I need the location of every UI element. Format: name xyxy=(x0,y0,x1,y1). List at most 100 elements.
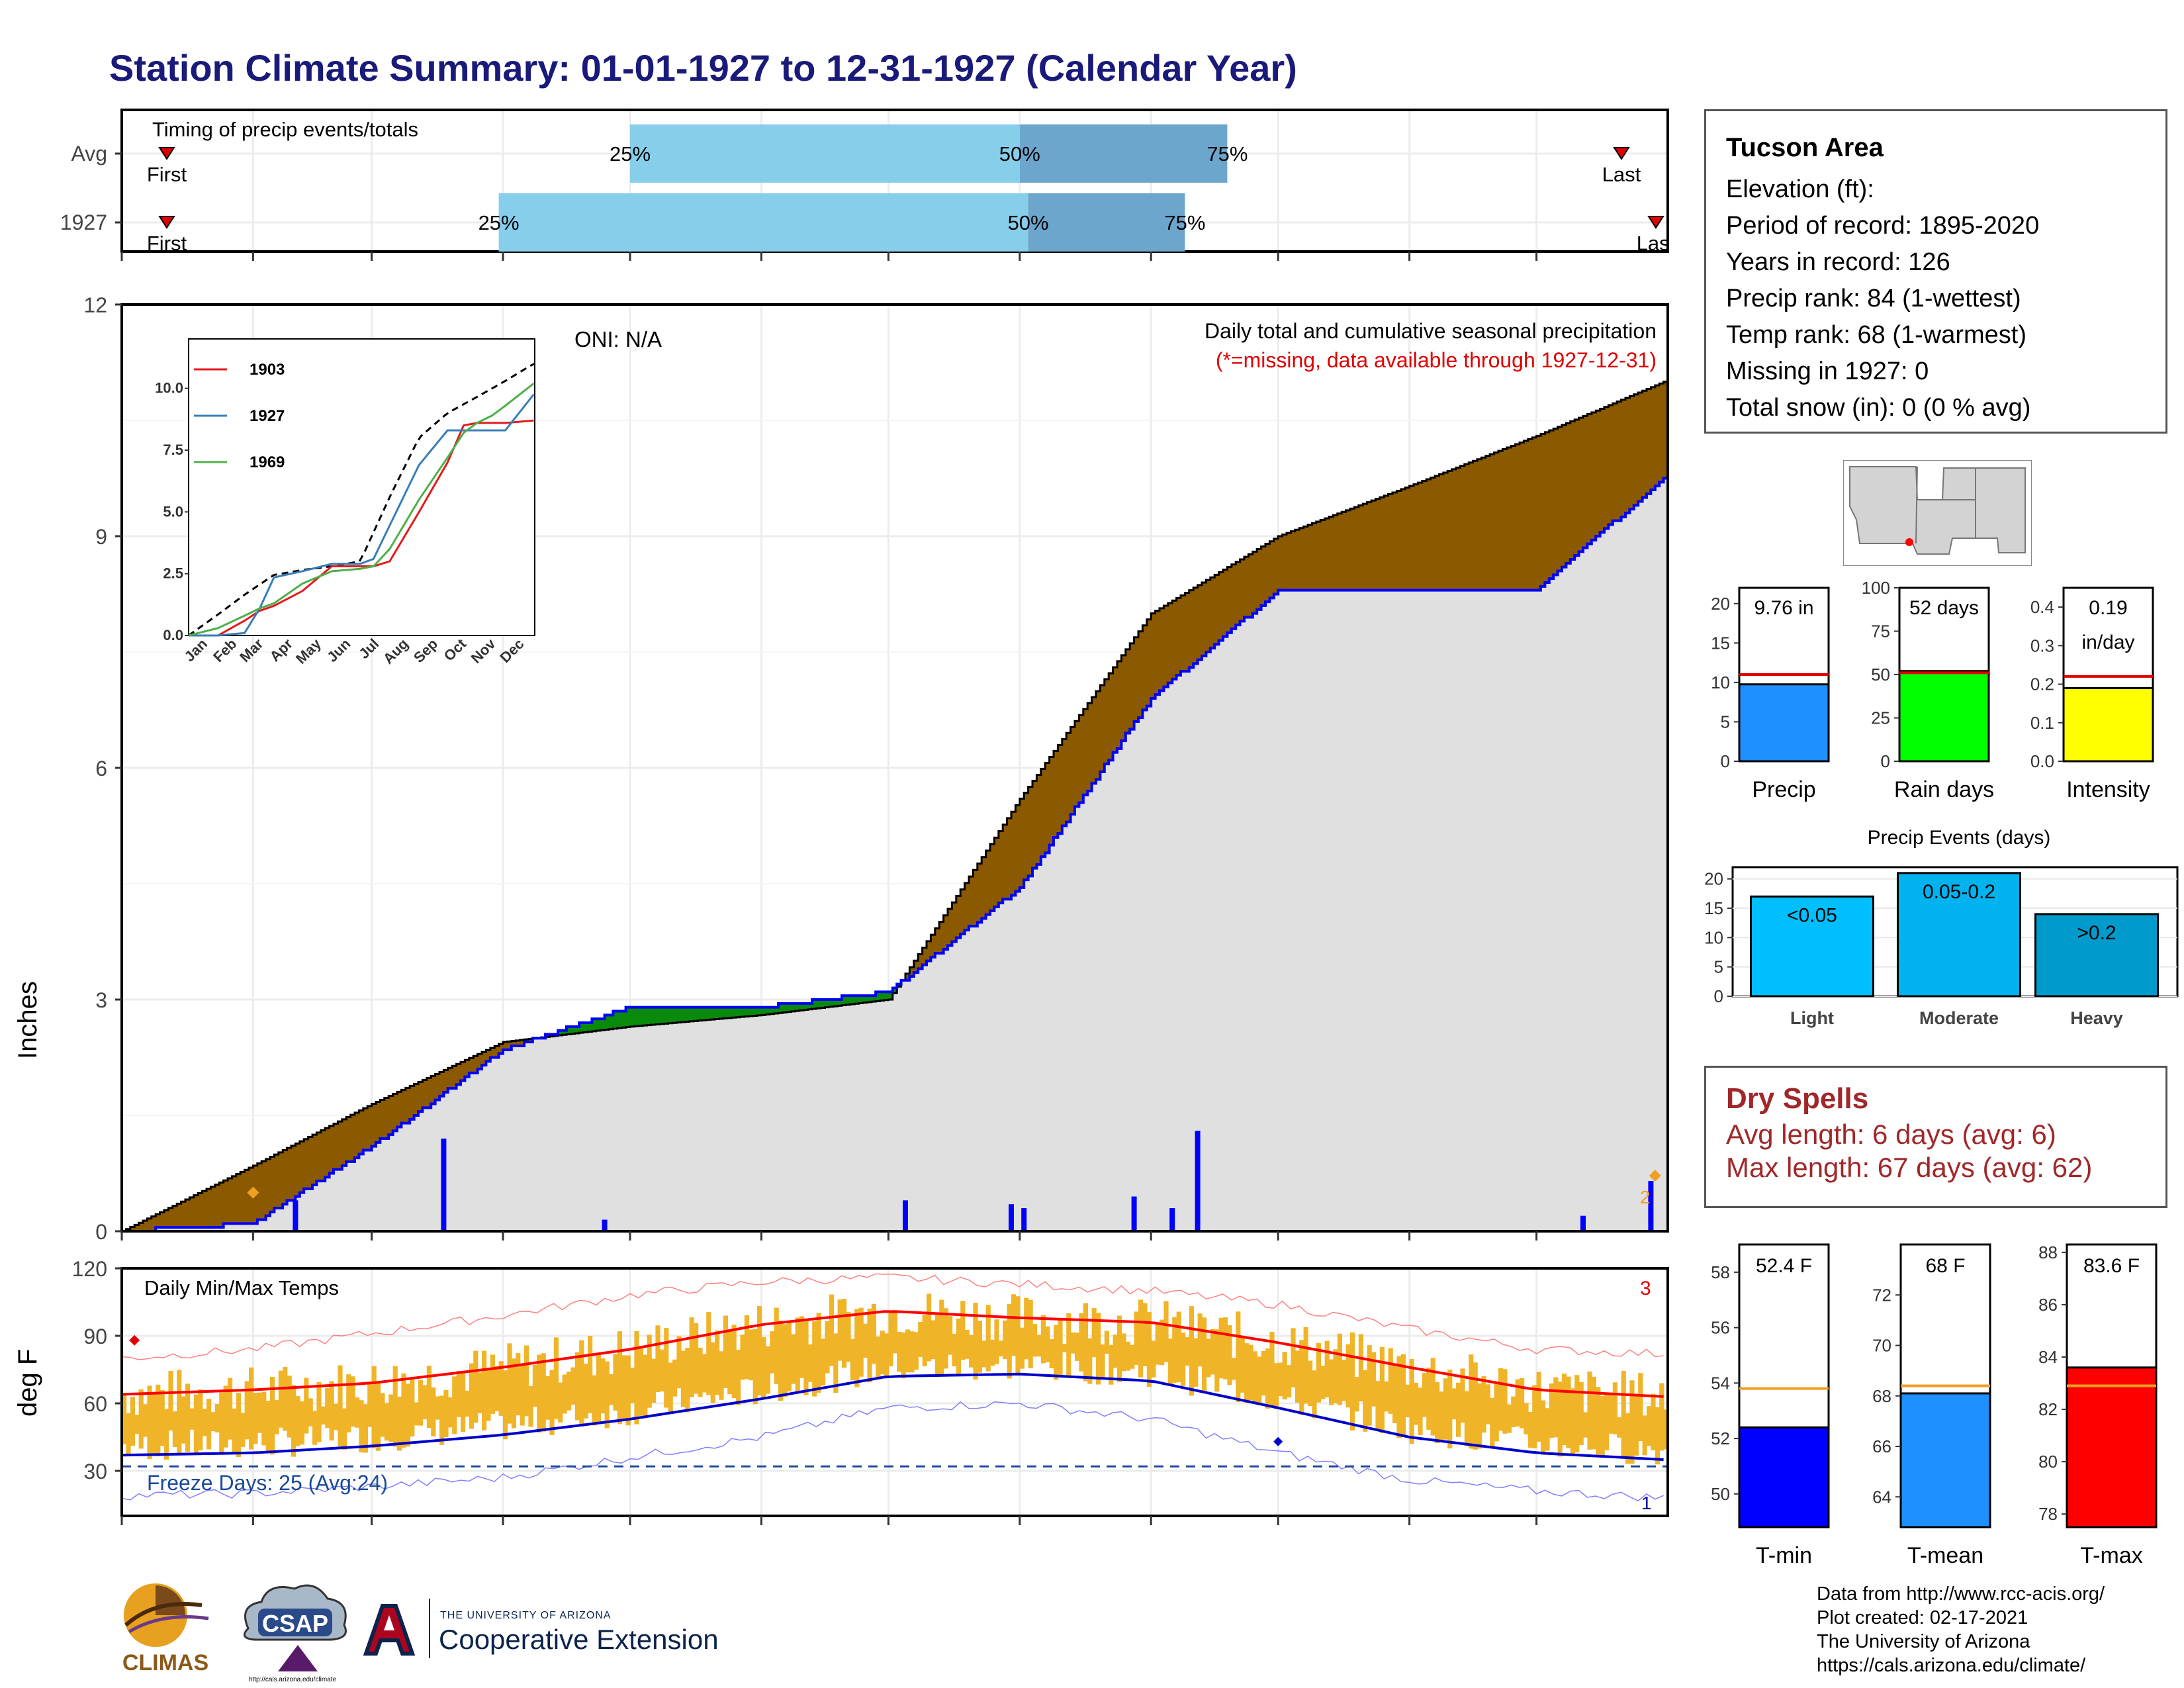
precip-marker xyxy=(1649,1170,1661,1182)
temp-summary-tick: 64 xyxy=(1872,1487,1891,1507)
first-label: First xyxy=(147,163,187,186)
page-title: Station Climate Summary: 01-01-1927 to 1… xyxy=(109,47,1297,89)
timing-bar-50-75 xyxy=(1019,124,1228,183)
summary-bar-rain-days xyxy=(1898,670,1990,763)
daily-precip-bar xyxy=(1580,1215,1586,1231)
timing-p75: 75% xyxy=(1206,142,1248,165)
temp-label: Daily Min/Max Temps xyxy=(144,1276,339,1299)
temp-chart: 30 60 90 120 Jan Feb Mar Apr May Jun Jul Aug Sep Oct N… xyxy=(13,1257,1669,1556)
inset-ytick: 2.5 xyxy=(163,565,183,582)
timing-p25: 25% xyxy=(610,142,651,165)
summary-bar-intensity xyxy=(2062,686,2154,763)
precip-average-line xyxy=(122,381,1668,1233)
last-marker xyxy=(1613,147,1630,160)
record-min-line xyxy=(121,1401,1664,1502)
precip-above-average-area xyxy=(532,984,902,1039)
precip-ytick: 0 xyxy=(95,1220,107,1244)
month-label: Jan xyxy=(104,1554,140,1556)
month-label: Oct xyxy=(1261,1554,1296,1556)
timing-p50: 50% xyxy=(999,142,1040,165)
record-min-marker xyxy=(1273,1436,1283,1446)
temp-summary-label: T-mean xyxy=(1907,1543,1983,1568)
summary-bars: 0 5 10 15 20 9.76 in Precip 0 25 50 75 100 52 days Ra… xyxy=(1711,578,2154,802)
first-marker xyxy=(158,216,175,229)
temp-ylabel: deg F xyxy=(13,1349,42,1417)
climas-logo: CLIMAS xyxy=(122,1583,209,1675)
inset-ytick: 0.0 xyxy=(163,627,183,643)
normal-min-line xyxy=(121,1372,1664,1461)
summary-value-unit: in/day xyxy=(2081,632,2134,653)
month-label: Aug xyxy=(1000,1554,1040,1556)
precip-ylabel: Inches xyxy=(13,981,42,1059)
precip-fill-bg xyxy=(122,478,1668,1231)
month-label: Nov xyxy=(1389,1554,1429,1556)
inset-ytick: 10.0 xyxy=(155,380,183,397)
temp-summary-tick: 68 xyxy=(1872,1386,1891,1406)
missing-note: (*=missing, data available through 1927-… xyxy=(1216,348,1657,372)
temp-summary-tick: 70 xyxy=(1872,1336,1891,1356)
temp-summary-tick: 52 xyxy=(1711,1429,1730,1448)
events-title: Precip Events (days) xyxy=(1868,827,2051,849)
temp-summary-value: 68 F xyxy=(1925,1255,1965,1277)
summary-tick: 0 xyxy=(1721,751,1730,771)
inset-legend-label: 1969 xyxy=(250,453,285,471)
event-bar-label: 0.05-0.2 xyxy=(1923,881,1995,903)
month-label: Jul xyxy=(874,1554,903,1556)
summary-label: Precip xyxy=(1752,777,1815,802)
event-bar-label: <0.05 xyxy=(1787,904,1837,926)
precip-ytick: 6 xyxy=(95,757,107,780)
csap-text: CSAP xyxy=(262,1610,328,1637)
temp-summary-label: T-max xyxy=(2080,1543,2142,1568)
oni-label: ONI: N/A xyxy=(574,327,662,352)
temp-corner-top: 3 xyxy=(1640,1278,1651,1299)
station-line: Precip rank: 84 (1-wettest) xyxy=(1726,285,2021,312)
temp-summary-label: T-min xyxy=(1756,1543,1812,1568)
summary-tick: 25 xyxy=(1871,708,1890,728)
dry-spells-head: Dry Spells xyxy=(1726,1082,1869,1115)
freeze-days: Freeze Days: 25 (Avg:24) xyxy=(147,1471,388,1495)
normal-max-line xyxy=(121,1310,1664,1398)
dry-spells: Dry Spells Avg length: 6 days (avg: 6) M… xyxy=(1704,1066,2167,1208)
station-line: Temp rank: 68 (1-warmest) xyxy=(1726,321,2027,349)
timing-bar-50-75 xyxy=(1028,193,1185,252)
inset-ytick: 5.0 xyxy=(163,503,183,520)
month-label: Jun xyxy=(743,1554,780,1556)
events-tick: 5 xyxy=(1714,957,1723,977)
month-label: Dec xyxy=(1516,1554,1556,1556)
record-max-marker xyxy=(129,1335,140,1346)
precip-marker-label: 2 xyxy=(1640,1187,1651,1207)
record-max-line xyxy=(121,1273,1664,1360)
summary-tick: 0.0 xyxy=(2030,751,2054,771)
timing-bar-25-50 xyxy=(498,193,1028,252)
first-marker xyxy=(158,147,175,160)
month-label: Feb xyxy=(234,1554,273,1556)
month-label: Sep xyxy=(1131,1554,1171,1556)
precip-ytick: 12 xyxy=(83,293,107,317)
precip-observed-line xyxy=(122,477,1668,1233)
ua-small-text: THE UNIVERSITY OF ARIZONA xyxy=(440,1610,612,1621)
summary-value: 9.76 in xyxy=(1754,597,1813,619)
station-info: Tucson Area Elevation (ft): Period of re… xyxy=(1704,109,2167,434)
climas-text: CLIMAS xyxy=(122,1650,208,1675)
daily-precip-bar xyxy=(1648,1181,1654,1231)
csap-logo: CSAP http://cals.arizona.edu/climate xyxy=(243,1584,347,1683)
temp-summary-bar-t-min xyxy=(1738,1426,1830,1528)
timing-row-label: 1927 xyxy=(60,211,107,234)
event-bar-heavy xyxy=(2034,913,2159,998)
temp-summary-tick: 78 xyxy=(2038,1504,2058,1524)
summary-label: Rain days xyxy=(1894,777,1994,802)
timing-chart: 25% 50% 75% First Last 25% 50% 75% First Last Tim… xyxy=(60,109,1669,261)
event-category: Light xyxy=(1790,1008,1834,1028)
precip-marker xyxy=(247,1186,259,1199)
last-label: Last xyxy=(1602,163,1641,186)
station-line: Total snow (in): 0 (0 % avg) xyxy=(1726,394,2031,422)
dry-spells-max: Max length: 67 days (avg: 62) xyxy=(1726,1152,2093,1183)
precip-chart: 0 3 6 9 12 Inches ONI: N/A Daily total and c… xyxy=(13,293,1669,1244)
inset-average-line xyxy=(188,362,535,637)
inset-legend-label: 1903 xyxy=(250,361,285,379)
summary-tick: 10 xyxy=(1711,673,1730,692)
daily-precip-bar xyxy=(1195,1131,1201,1231)
event-bar-label: >0.2 xyxy=(2077,922,2116,944)
timing-label: Timing of precip events/totals xyxy=(152,118,418,141)
credit-line: Data from http://www.rcc-acis.org/ xyxy=(1817,1583,2105,1605)
